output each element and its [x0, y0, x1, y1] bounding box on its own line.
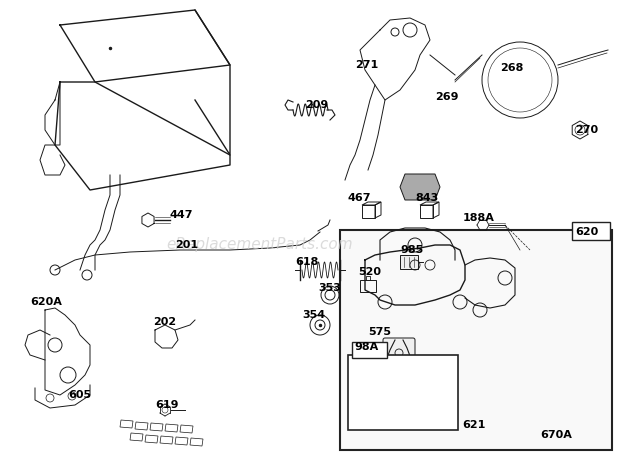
Text: 467: 467: [348, 193, 371, 203]
Bar: [360, 280, 376, 292]
Text: 620A: 620A: [30, 297, 62, 307]
Text: 209: 209: [305, 100, 328, 110]
Text: 202: 202: [153, 317, 176, 327]
Bar: [572, 222, 610, 240]
Text: 843: 843: [415, 193, 438, 203]
Text: 268: 268: [500, 63, 523, 73]
Text: 447: 447: [170, 210, 193, 220]
Text: 271: 271: [355, 60, 378, 70]
Text: 605: 605: [68, 390, 91, 400]
Text: 520: 520: [358, 267, 381, 277]
Text: 201: 201: [175, 240, 198, 250]
Text: 98A: 98A: [354, 342, 378, 352]
Bar: [348, 355, 458, 430]
Text: 670A: 670A: [540, 430, 572, 440]
Text: 353: 353: [318, 283, 341, 293]
Text: 620: 620: [575, 227, 598, 237]
Polygon shape: [400, 174, 440, 200]
Text: 270: 270: [575, 125, 598, 135]
Bar: [340, 230, 612, 450]
Text: 985: 985: [400, 245, 423, 255]
Text: 269: 269: [435, 92, 459, 102]
Text: 618: 618: [295, 257, 319, 267]
Bar: [400, 255, 418, 269]
Bar: [352, 342, 387, 358]
Text: eReplacementParts.com: eReplacementParts.com: [167, 237, 353, 253]
FancyBboxPatch shape: [383, 338, 415, 380]
Text: 621: 621: [462, 420, 485, 430]
Text: 575: 575: [368, 327, 391, 337]
Text: 354: 354: [302, 310, 325, 320]
Text: 619: 619: [155, 400, 179, 410]
Text: 188A: 188A: [463, 213, 495, 223]
